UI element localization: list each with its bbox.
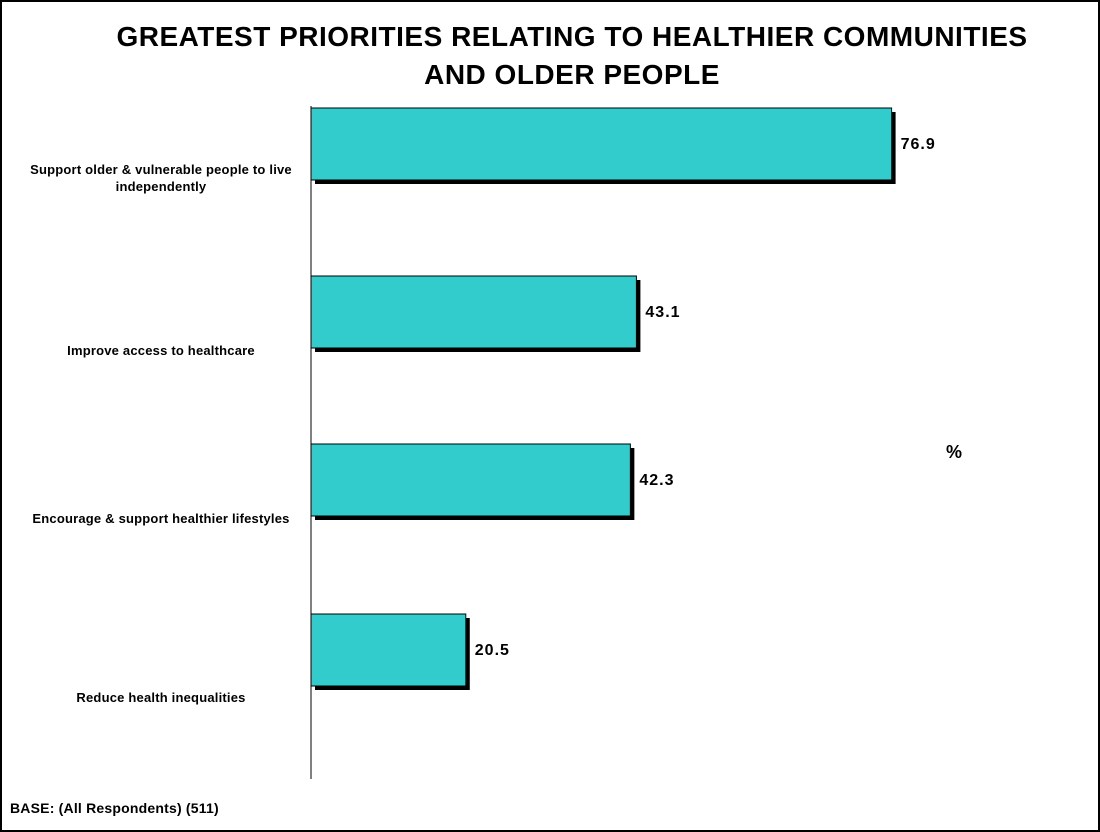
base-note: BASE: (All Respondents) (511) <box>10 800 219 816</box>
unit-label: % <box>946 442 963 462</box>
value-label-healthier-lifestyles: 42.3 <box>639 472 674 489</box>
value-label-health-inequalities: 20.5 <box>475 642 510 659</box>
value-label-healthcare-access: 43.1 <box>645 304 680 321</box>
chart-title: GREATEST PRIORITIES RELATING TO HEALTHIE… <box>116 21 1028 90</box>
bar-health-inequalities <box>310 613 467 687</box>
category-label-independent-living: Support older & vulnerable people to liv… <box>30 162 292 194</box>
category-label-healthier-lifestyles: Encourage & support healthier lifestyles <box>32 511 290 526</box>
category-label-healthcare-access: Improve access to healthcare <box>67 343 255 358</box>
bar-healthier-lifestyles <box>310 443 631 517</box>
category-label-health-inequalities: Reduce health inequalities <box>76 690 246 705</box>
bar-healthcare-access <box>310 275 637 349</box>
bar-independent-living <box>310 107 893 181</box>
value-label-independent-living: 76.9 <box>901 136 936 153</box>
